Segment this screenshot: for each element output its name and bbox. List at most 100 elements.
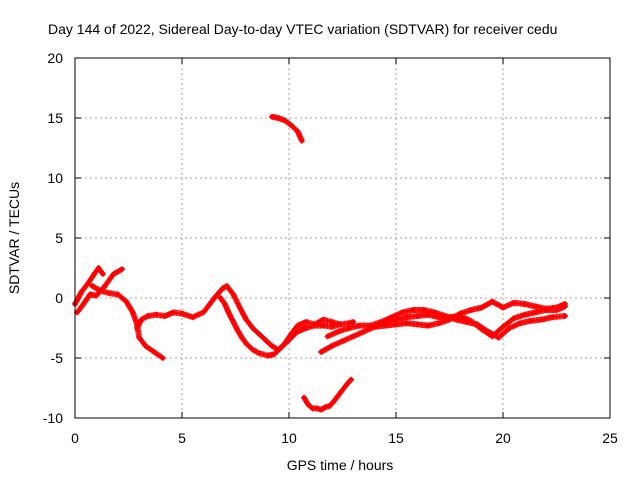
data-point [271, 352, 277, 357]
series-track-f [268, 113, 305, 144]
data-point [136, 335, 142, 340]
data-point [500, 305, 506, 310]
data-point [222, 301, 228, 307]
grid-lines [75, 58, 610, 418]
data-point [213, 293, 219, 298]
data-point [106, 290, 112, 296]
data-point [79, 289, 84, 295]
data-point [303, 319, 309, 325]
data-point [282, 118, 288, 123]
data-point [457, 311, 463, 316]
data-point [393, 322, 399, 327]
data-point [115, 292, 121, 297]
data-point [111, 271, 116, 277]
data-point [318, 407, 324, 412]
data-point [269, 114, 275, 120]
data-point [243, 317, 249, 322]
data-point [329, 319, 335, 325]
data-point [410, 307, 416, 313]
data-point [235, 328, 241, 333]
data-point [130, 310, 136, 315]
data-point [230, 319, 236, 325]
data-point [447, 317, 452, 322]
data-point [318, 349, 324, 355]
data-point [305, 402, 311, 408]
data-point [562, 313, 568, 319]
data-point [421, 307, 427, 313]
data-point [207, 301, 213, 307]
x-tick-label: 25 [602, 430, 618, 446]
series-track-d [134, 283, 357, 353]
data-point [162, 313, 168, 319]
data-point [220, 286, 226, 291]
data-point [507, 325, 512, 331]
data-point [361, 329, 367, 334]
data-point [239, 335, 245, 340]
data-point [171, 310, 176, 315]
data-point [87, 292, 93, 297]
data-point [532, 310, 538, 315]
data-point [288, 122, 294, 128]
data-point [485, 329, 491, 334]
data-point [511, 316, 517, 321]
data-point [327, 403, 333, 409]
data-point [256, 350, 262, 356]
data-point [256, 331, 262, 337]
data-point [337, 322, 343, 327]
data-point [489, 299, 495, 304]
data-point [348, 377, 354, 382]
data-point [312, 323, 318, 328]
data-point [81, 301, 86, 307]
data-point [337, 390, 343, 396]
data-point [357, 323, 363, 328]
data-point [522, 312, 527, 318]
data-point [278, 346, 283, 351]
data-point [295, 323, 300, 328]
data-point [425, 323, 431, 328]
data-point [522, 301, 527, 307]
data-point [496, 335, 502, 340]
data-series [72, 113, 569, 413]
x-tick-label: 15 [388, 430, 404, 446]
data-point [123, 299, 129, 304]
data-point [100, 271, 106, 277]
data-point [310, 406, 315, 411]
y-tick-label: 5 [55, 230, 63, 246]
series-track-e [217, 295, 344, 359]
data-point [153, 312, 159, 318]
data-point [400, 310, 405, 315]
data-point [119, 266, 125, 272]
data-point [474, 322, 480, 327]
data-point [286, 337, 292, 343]
series-track-a [72, 265, 106, 307]
x-tick-label: 20 [495, 430, 511, 446]
data-point [94, 293, 99, 298]
data-point [389, 314, 395, 320]
data-point [89, 283, 95, 289]
x-tick-label: 0 [71, 430, 79, 446]
data-point [320, 323, 326, 328]
chart-title: Day 144 of 2022, Sidereal Day-to-day VTE… [48, 21, 557, 37]
series-track-i [324, 307, 569, 341]
series-track-g [300, 376, 355, 413]
data-point [517, 320, 523, 326]
data-point [269, 343, 275, 349]
y-tick-label: 0 [55, 290, 63, 306]
data-point [138, 317, 144, 322]
data-point [335, 329, 341, 334]
data-point [218, 295, 223, 301]
y-tick-label: -5 [51, 350, 64, 366]
y-tick-label: 10 [47, 170, 63, 186]
data-point [179, 311, 185, 316]
x-tick-label: 5 [178, 430, 186, 446]
data-point [145, 313, 151, 319]
data-point [367, 323, 373, 328]
data-point [329, 324, 335, 330]
data-point [340, 338, 345, 344]
data-point [404, 314, 410, 320]
data-point [543, 306, 549, 312]
y-tick-label: -10 [43, 410, 63, 426]
data-point [226, 311, 232, 316]
data-point [350, 334, 356, 339]
data-point [325, 334, 330, 339]
